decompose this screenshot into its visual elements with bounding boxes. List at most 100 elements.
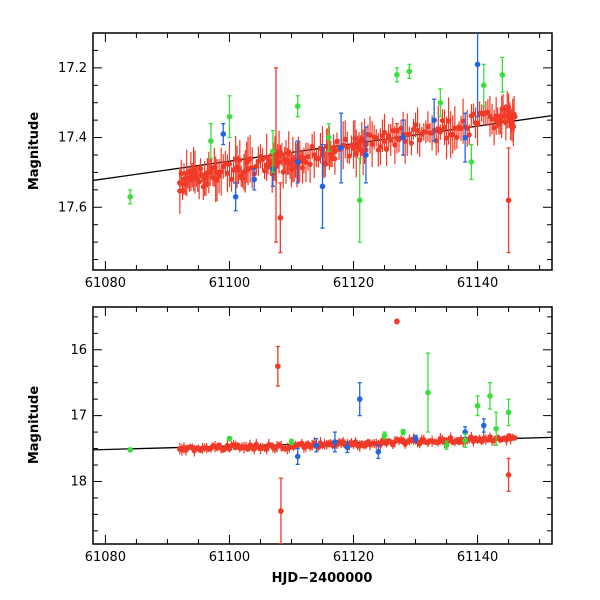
- data-point-green: [127, 194, 134, 200]
- data-point-red: [474, 436, 481, 443]
- data-point-red: [415, 127, 421, 134]
- data-point-red: [446, 118, 452, 124]
- data-point-red: [377, 144, 383, 150]
- y-tick-label: 18: [70, 474, 87, 489]
- data-point-green: [400, 429, 406, 435]
- bottom-ylabel: Magnitude: [27, 386, 42, 465]
- data-point-red: [332, 156, 338, 162]
- data-point-red: [437, 127, 444, 134]
- x-tick-label: 61080: [85, 276, 126, 291]
- clipped-marks: [93, 318, 552, 544]
- x-tick-label: 61080: [85, 550, 126, 565]
- data-point-red: [460, 118, 466, 124]
- data-point-blue: [294, 159, 301, 165]
- data-point-red: [309, 143, 315, 150]
- data-point-red: [510, 123, 517, 130]
- data-point-red: [253, 163, 259, 169]
- data-point-red: [263, 162, 270, 169]
- data-point-red: [189, 176, 196, 183]
- data-point-green: [480, 82, 487, 89]
- data-point-red: [381, 129, 388, 135]
- data-point-red: [340, 438, 346, 445]
- data-point-red: [511, 113, 518, 120]
- data-point-red: [232, 444, 239, 451]
- data-point-red: [177, 446, 183, 453]
- data-point-red: [503, 437, 510, 443]
- data-point-red: [201, 173, 208, 179]
- data-point-red: [270, 443, 276, 450]
- data-point-red: [299, 440, 305, 446]
- x-tick-label: 61120: [333, 276, 374, 291]
- data-point-red: [454, 134, 460, 140]
- data-point-green: [462, 437, 468, 444]
- data-point-blue: [319, 183, 326, 190]
- data-point-red: [369, 141, 375, 147]
- data-point-red: [396, 136, 402, 143]
- data-point-red: [450, 131, 456, 138]
- bottom-xlabel: HJD−2400000: [272, 571, 373, 586]
- data-point-blue: [431, 117, 437, 123]
- data-point-red-outliers: [394, 318, 400, 325]
- data-point-green: [487, 393, 493, 399]
- data-point-red: [448, 435, 454, 441]
- data-point-green: [406, 68, 413, 75]
- data-point-red: [505, 113, 512, 120]
- data-point-blue: [412, 435, 419, 442]
- data-point-red: [332, 148, 338, 155]
- data-point-blue: [356, 396, 363, 402]
- data-point-red: [437, 437, 444, 444]
- data-point-green: [443, 442, 450, 449]
- data-point-red: [433, 138, 439, 144]
- data-point-green: [226, 435, 233, 442]
- data-point-red: [425, 123, 431, 130]
- data-point-red: [352, 439, 359, 445]
- data-point-red: [305, 154, 311, 160]
- data-point-red: [417, 137, 423, 143]
- top-tick-labels: 61080 61100 61120 61140 17.2 17.4 17.6: [58, 61, 498, 291]
- data-point-red: [301, 155, 307, 162]
- data-point-green: [381, 432, 388, 439]
- data-point-red: [245, 446, 251, 452]
- data-point-red: [232, 166, 239, 172]
- clipped-marks: [93, 33, 552, 254]
- data-point-red: [325, 441, 332, 448]
- data-point-red: [350, 145, 357, 151]
- top-ticks: [93, 32, 552, 270]
- data-point-red: [466, 132, 472, 138]
- data-point-red: [255, 158, 262, 164]
- x-tick-label: 61140: [457, 550, 498, 565]
- x-tick-label: 61100: [209, 550, 250, 565]
- data-point-red: [222, 161, 228, 167]
- x-tick-label: 61140: [457, 276, 498, 291]
- data-point-red: [412, 122, 419, 128]
- data-point-red: [196, 179, 202, 185]
- x-tick-label: 61100: [209, 276, 250, 291]
- data-point-green: [474, 402, 481, 409]
- data-point-green: [356, 197, 363, 204]
- data-point-red: [363, 440, 369, 447]
- data-point-red: [381, 439, 388, 446]
- data-point-green: [325, 134, 332, 141]
- data-point-red: [439, 117, 446, 124]
- data-point-red: [423, 129, 429, 135]
- data-point-red: [262, 168, 268, 174]
- top-panel: 61080 61100 61120 61140 17.2 17.4 17.6 Magnitu…: [27, 32, 553, 291]
- data-point-red: [383, 146, 390, 152]
- data-point-blue: [462, 134, 468, 141]
- data-point-red: [307, 442, 313, 449]
- data-point-red-outliers: [505, 472, 512, 478]
- data-point-red-outliers: [277, 214, 284, 221]
- data-point-red: [214, 169, 220, 176]
- data-point-green: [505, 409, 512, 416]
- data-point-red: [228, 176, 235, 182]
- data-point-green: [394, 72, 400, 78]
- data-point-red: [276, 159, 282, 165]
- data-point-blue: [400, 134, 406, 141]
- data-point-blue: [363, 152, 369, 158]
- data-point-blue: [338, 145, 344, 151]
- data-point-green: [493, 425, 499, 432]
- data-point-red: [214, 445, 220, 451]
- data-point-red: [386, 133, 392, 139]
- data-point-blue: [232, 194, 239, 200]
- bottom-tick-labels: 61080 61100 61120 61140 16 17 18: [70, 343, 498, 565]
